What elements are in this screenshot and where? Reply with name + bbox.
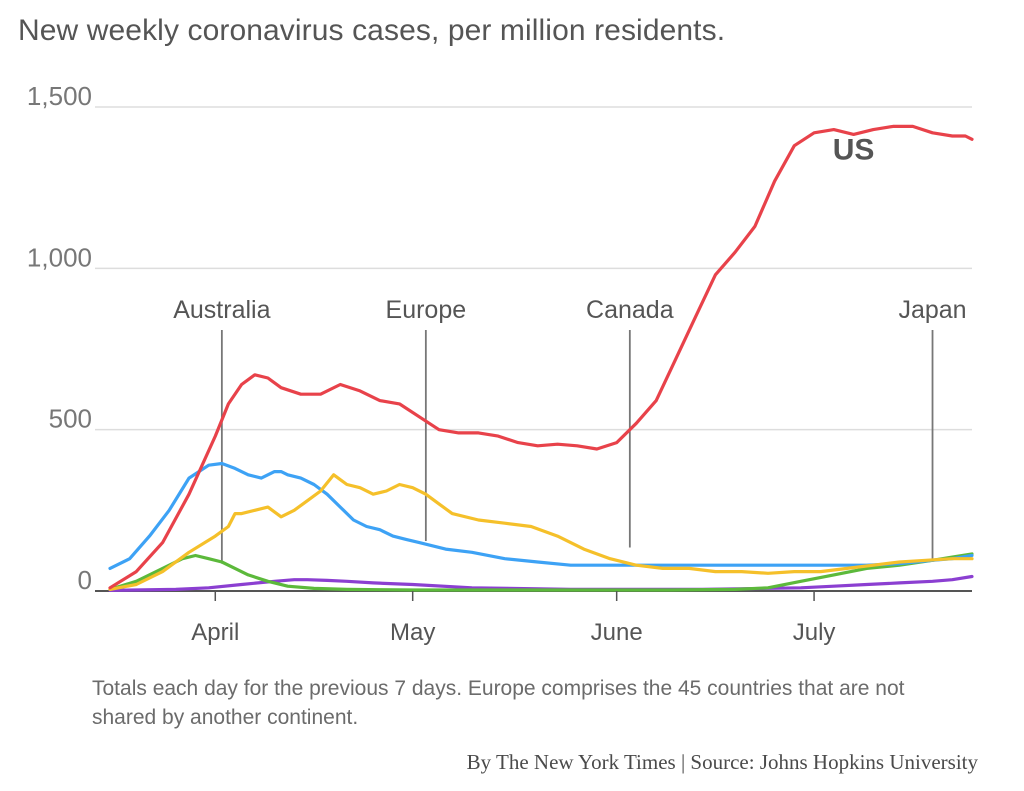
x-tick-label: June	[591, 619, 643, 646]
chart-note: Totals each day for the previous 7 days.…	[92, 677, 905, 729]
axis-ticks: 0 500 1,000 1,500 April May June July	[27, 81, 835, 646]
series-line-us	[108, 124, 974, 590]
y-tick-label: 0	[78, 565, 92, 595]
annotation-label-europe: Europe	[386, 296, 467, 324]
source-credit: By The New York Times | Source: Johns Ho…	[466, 750, 978, 774]
annotation-lines	[220, 330, 934, 564]
y-tick-label: 1,500	[27, 81, 92, 111]
series-line-europe	[108, 473, 974, 592]
chart-title: New weekly coronavirus cases, per millio…	[18, 14, 726, 47]
x-tick-label: April	[191, 619, 239, 646]
x-tick-label: May	[390, 619, 435, 646]
series-label-us: US	[833, 134, 875, 167]
series-line-japan	[108, 574, 974, 593]
series-line-australia	[108, 552, 974, 592]
annotation-label-australia: Australia	[173, 296, 270, 324]
y-tick-label: 1,000	[27, 242, 92, 272]
annotation-labels: US Australia Europe Canada Japan	[173, 134, 966, 324]
series-line-unlabeled	[108, 461, 974, 571]
gridlines	[95, 106, 972, 592]
annotation-label-canada: Canada	[586, 296, 674, 324]
series-lines	[108, 124, 974, 593]
y-tick-label: 500	[49, 404, 92, 434]
annotation-label-japan: Japan	[898, 296, 966, 324]
x-tick-label: July	[793, 619, 836, 646]
